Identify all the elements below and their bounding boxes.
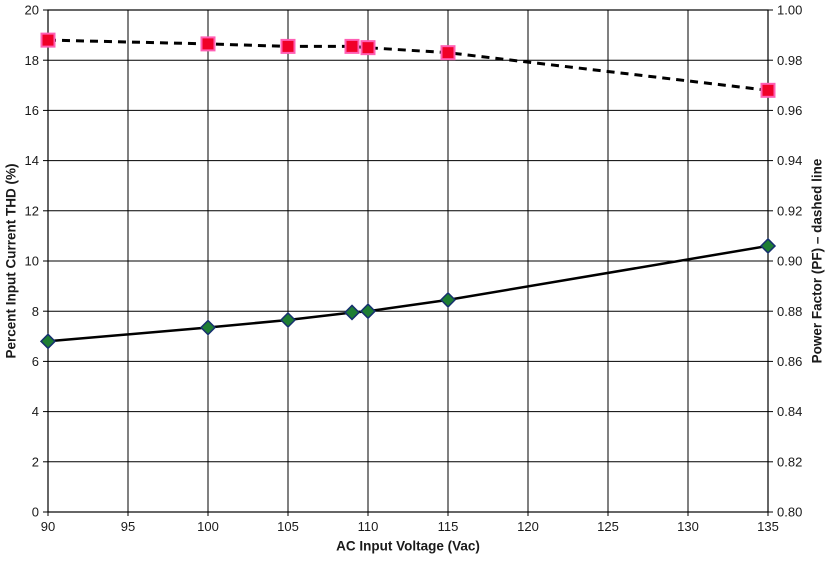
right-y-tick-label: 0.98 [777, 53, 802, 68]
pf-data-point [40, 32, 56, 48]
plot-border [47, 9, 769, 513]
x-tick-label: 105 [277, 519, 299, 534]
right-y-tick-label: 0.90 [777, 254, 802, 269]
left-y-tick-label: 20 [25, 3, 39, 18]
x-tick-label: 125 [597, 519, 619, 534]
pf-data-point [440, 45, 456, 61]
left-y-tick-label: 6 [32, 354, 39, 369]
right-y-tick-label: 1.00 [777, 3, 802, 18]
pf-series-line [47, 38, 769, 92]
right-y-tick-label: 0.82 [777, 454, 802, 469]
x-tick-label: 135 [757, 519, 779, 534]
right-y-axis-title: Power Factor (PF) – dashed line [809, 158, 825, 364]
x-tick-label: 95 [121, 519, 135, 534]
left-y-tick-label: 12 [25, 203, 39, 218]
left-y-tick-label: 10 [25, 254, 39, 269]
pf-data-point [360, 40, 376, 56]
left-y-tick-label: 18 [25, 53, 39, 68]
thd-data-point [279, 311, 297, 329]
pf-data-point [344, 38, 360, 54]
thd-data-point [359, 303, 377, 320]
x-tick-label: 90 [41, 519, 55, 534]
x-axis-title: AC Input Voltage (Vac) [336, 538, 480, 554]
right-y-tick-label: 0.84 [777, 404, 802, 419]
left-y-tick-label: 4 [32, 404, 39, 419]
right-y-tick-label: 0.92 [777, 203, 802, 218]
right-y-tick-label: 0.86 [777, 354, 802, 369]
x-tick-label: 120 [517, 519, 539, 534]
left-y-tick-label: 14 [25, 153, 39, 168]
x-tick-label: 110 [358, 519, 379, 534]
right-y-tick-label: 0.96 [777, 103, 802, 118]
left-y-tick-label: 2 [32, 454, 39, 469]
x-tick-label: 115 [438, 519, 459, 534]
left-y-tick-label: 16 [25, 103, 39, 118]
x-tick-label: 100 [197, 519, 219, 534]
pf-data-point [280, 38, 296, 54]
thd-data-point [439, 291, 457, 308]
thd-data-point [759, 237, 777, 255]
right-y-tick-label: 0.88 [777, 304, 802, 319]
thd-data-point [39, 333, 57, 350]
left-y-axis-title: Percent Input Current THD (%) [3, 163, 19, 359]
thd-data-point [199, 319, 217, 336]
pf-data-point [760, 82, 776, 98]
left-y-tick-label: 8 [32, 304, 39, 319]
pf-data-point [200, 36, 216, 52]
left-y-tick-label: 0 [32, 505, 39, 520]
right-y-tick-label: 0.94 [777, 153, 802, 168]
x-tick-label: 130 [677, 519, 699, 534]
thd-series-line [47, 244, 769, 343]
thd-data-point [343, 304, 361, 321]
right-y-tick-label: 0.80 [777, 505, 802, 520]
